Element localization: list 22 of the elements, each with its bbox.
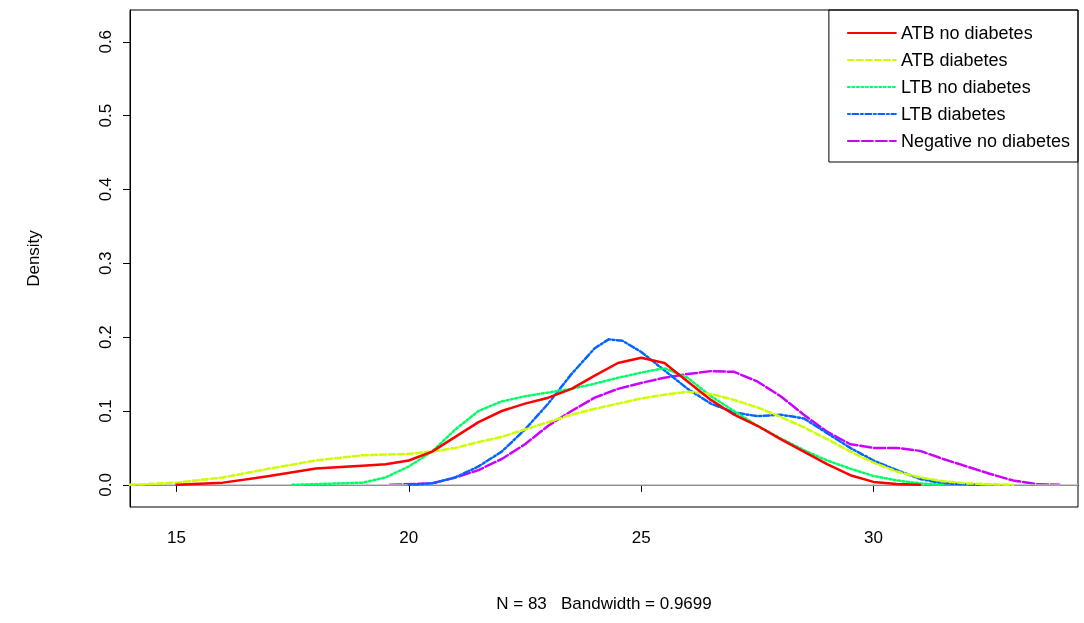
y-axis-title: Density — [24, 229, 43, 287]
y-tick-label: 0.4 — [96, 177, 115, 202]
legend-label: ATB no diabetes — [900, 23, 1033, 43]
line-series — [128, 390, 1015, 487]
legend-label: Negative no diabetes — [900, 131, 1071, 151]
legend-label: LTB no diabetes — [900, 77, 1031, 97]
line-series — [175, 356, 922, 487]
legend-label: ATB diabetes — [900, 50, 1008, 70]
x-tick-label: 25 — [631, 528, 651, 547]
line-series — [291, 366, 945, 487]
x-tick-label: 30 — [864, 528, 883, 547]
y-tick-label: 0.6 — [96, 29, 115, 54]
y-tick-label: 0.0 — [96, 473, 115, 497]
legend-label: LTB diabetes — [900, 104, 1006, 124]
x-axis-title: N = 83 Bandwidth = 0.9699 — [496, 594, 712, 613]
y-tick-label: 0.2 — [96, 325, 115, 349]
x-tick-label: 15 — [167, 528, 186, 547]
x-tick-label: 20 — [399, 528, 419, 547]
y-tick-label: 0.1 — [96, 399, 115, 423]
y-tick-label: 0.3 — [96, 251, 115, 276]
line-series — [407, 338, 982, 487]
y-tick-label: 0.5 — [96, 103, 115, 128]
